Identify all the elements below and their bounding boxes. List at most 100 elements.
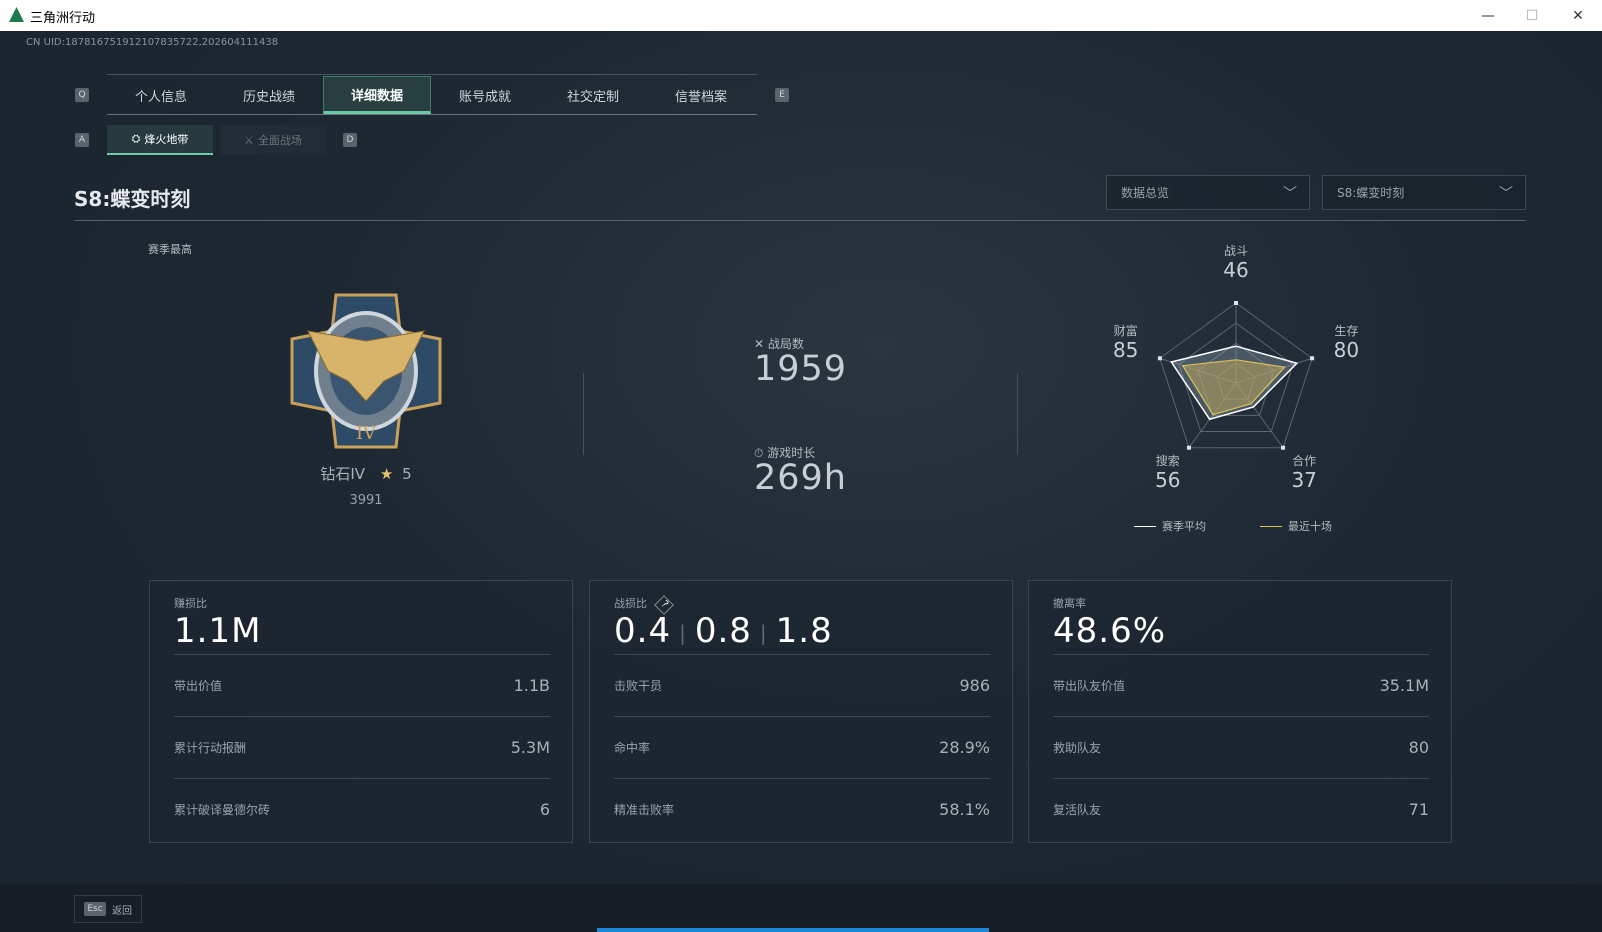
- chevron-down-icon: ﹀: [1499, 185, 1513, 202]
- progress-bar: [597, 928, 989, 932]
- stat-value: 5.3M: [510, 738, 550, 757]
- separator: |: [679, 620, 687, 645]
- stat-row: 复活队友 71: [1053, 778, 1429, 840]
- panel-value: 0.4 | 0.8 | 1.8: [614, 611, 833, 651]
- rank-line: 钻石IV ★ 5: [300, 463, 432, 484]
- tab-match-history[interactable]: 历史战绩: [242, 89, 295, 105]
- stat-value: 986: [959, 676, 990, 695]
- radar-axis-label: 搜索: [1156, 453, 1180, 468]
- panel-value: 48.6%: [1053, 611, 1167, 651]
- mode-icon: ⛭: [131, 132, 141, 145]
- radar-vertex-marker: [1310, 356, 1315, 361]
- stat-label: 带出价值: [174, 679, 223, 693]
- legend-swatch: [1134, 525, 1156, 527]
- chevron-down-icon: ﹀: [1283, 185, 1297, 202]
- radar-vertex-marker: [1281, 445, 1286, 450]
- stat-row: 带出队友价值 35.1M: [1053, 654, 1429, 716]
- tab-achievements[interactable]: 账号成就: [458, 89, 511, 105]
- stat-label: 救助队友: [1053, 741, 1102, 755]
- stat-value: 71: [1408, 800, 1429, 819]
- dropdown-value: 数据总览: [1121, 186, 1170, 200]
- profit-panel: 赚损比 1.1M 带出价值 1.1B 累计行动报酬 5.3M 累计破译曼德尔砖 6: [149, 580, 573, 843]
- stat-label: 累计行动报酬: [174, 741, 247, 755]
- stat-label: 复活队友: [1053, 803, 1102, 817]
- tab-label: 全面战场: [257, 134, 302, 147]
- stat-row: 带出价值 1.1B: [174, 654, 550, 716]
- panel-label: 战损比 ?: [614, 595, 674, 615]
- legend-avg: 赛季平均: [1134, 518, 1206, 534]
- panel-label: 赚损比: [174, 597, 207, 610]
- legend-label: 赛季平均: [1162, 520, 1206, 533]
- stat-row: 累计破译曼德尔砖 6: [174, 778, 550, 840]
- next-mode-key[interactable]: D: [343, 133, 357, 147]
- playtime-value: 269h: [754, 458, 847, 498]
- label-text: 战局数: [767, 337, 804, 351]
- panel-label: 撤离率: [1053, 597, 1086, 610]
- footer-bar: [0, 884, 1602, 932]
- stat-row: 救助队友 80: [1053, 716, 1429, 778]
- radar-grid-ring: [1159, 302, 1313, 449]
- tab-social[interactable]: 社交定制: [566, 89, 619, 105]
- tab-detailed-data[interactable]: 详细数据: [323, 76, 431, 114]
- title-bar: 三角洲行动 — ☐ ✕: [0, 0, 1602, 31]
- divider: [583, 373, 584, 455]
- view-dropdown[interactable]: 数据总览 ﹀: [1106, 175, 1310, 210]
- stat-value: 6: [539, 800, 550, 819]
- stat-value: 28.9%: [939, 738, 990, 757]
- label-text: 游戏时长: [767, 446, 816, 460]
- legend-label: 最近十场: [1288, 520, 1332, 533]
- season-dropdown[interactable]: S8:蝶变时刻 ﹀: [1322, 175, 1526, 210]
- dropdown-value: S8:蝶变时刻: [1337, 186, 1405, 200]
- tab-warfare-mode[interactable]: ⚔ 全面战场: [220, 125, 326, 155]
- maximize-button[interactable]: ☐: [1525, 7, 1539, 24]
- radar-axis-value: 56: [1155, 468, 1180, 492]
- stat-row: 命中率 28.9%: [614, 716, 990, 778]
- radar-axis-value: 37: [1291, 468, 1316, 492]
- tab-label: 烽火地带: [144, 133, 189, 146]
- close-button[interactable]: ✕: [1572, 7, 1584, 24]
- stat-value: 80: [1408, 738, 1429, 757]
- matches-label: ✕ 战局数: [754, 335, 804, 352]
- radar-axis-value: 46: [1223, 258, 1248, 282]
- label-text: 战损比: [614, 597, 647, 610]
- stat-value: 35.1M: [1379, 676, 1429, 695]
- tab-bar-line: [107, 74, 757, 75]
- rank-badge-icon: IV: [290, 293, 442, 449]
- radar-axis-label: 战斗: [1224, 244, 1248, 258]
- prev-mode-key[interactable]: A: [75, 133, 89, 147]
- back-button[interactable]: Esc 返回: [74, 895, 142, 923]
- crossed-swords-icon: ✕: [754, 337, 768, 351]
- stopwatch-icon: ⏱: [754, 446, 768, 460]
- kd-panel: 战损比 ? 0.4 | 0.8 | 1.8 击败干员 986 命中率 28.9% 精准击败率…: [589, 580, 1013, 843]
- legend-swatch: [1260, 525, 1282, 527]
- season-title: S8:蝶变时刻: [74, 187, 191, 211]
- radar-vertex-marker: [1157, 356, 1162, 361]
- season-best-label: 赛季最高: [148, 243, 192, 256]
- tab-personal-info[interactable]: 个人信息: [134, 89, 187, 105]
- svg-text:IV: IV: [356, 423, 377, 444]
- radar-axis-value: 80: [1334, 338, 1359, 362]
- radar-series-recent: [1181, 359, 1286, 416]
- stat-row: 精准击败率 58.1%: [614, 778, 990, 840]
- stat-label: 命中率: [614, 741, 651, 755]
- tab-credit[interactable]: 信誉档案: [674, 89, 727, 105]
- tab-haavk-mode[interactable]: ⛭ 烽火地带: [107, 125, 213, 155]
- legend-recent: 最近十场: [1260, 518, 1332, 534]
- tab-bar-line: [107, 114, 757, 115]
- star-icon: ★: [379, 465, 394, 483]
- radar-axis-label: 合作: [1292, 453, 1316, 468]
- radar-axis-value: 85: [1113, 338, 1138, 362]
- esc-key: Esc: [84, 902, 106, 916]
- stat-row: 累计行动报酬 5.3M: [174, 716, 550, 778]
- stat-label: 累计破译曼德尔砖: [174, 803, 271, 817]
- rank-name: 钻石IV: [320, 465, 366, 483]
- next-tab-key[interactable]: E: [775, 88, 789, 102]
- app-logo-icon: [9, 7, 24, 22]
- stat-value: 1.1B: [513, 676, 550, 695]
- minimize-button[interactable]: —: [1481, 7, 1495, 24]
- uid-text: CN UID:18781675191210783572​2,2026041114…: [26, 37, 279, 48]
- window-title: 三角洲行动: [30, 11, 96, 26]
- prev-tab-key[interactable]: Q: [75, 88, 89, 102]
- stat-label: 击败干员: [614, 679, 663, 693]
- radar-axis-label: 财富: [1114, 323, 1138, 338]
